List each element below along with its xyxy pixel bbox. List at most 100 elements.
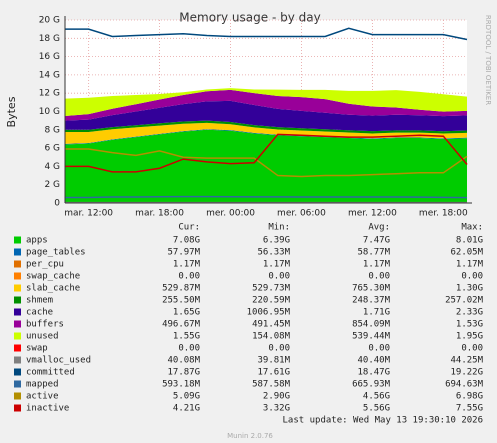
legend-stat: 0.00 [178, 344, 200, 354]
legend-stat: 7.55G [456, 404, 483, 414]
legend-stat: 0.00 [178, 272, 200, 282]
y-tick-label: 2 G [44, 180, 60, 190]
legend-swatch [14, 308, 21, 316]
legend-stat: 765.30M [352, 284, 391, 294]
legend-stat: 7.47G [363, 236, 390, 246]
legend-stat: 1.65G [173, 308, 200, 318]
legend-swatch [14, 356, 21, 364]
y-tick-label: 4 G [44, 162, 60, 172]
legend-swatch [14, 392, 21, 400]
legend-label: apps [26, 236, 48, 246]
legend-stat: 5.56G [363, 404, 390, 414]
legend-stat: 62.05M [450, 248, 483, 258]
legend-stat: 248.37M [352, 296, 391, 306]
legend-swatch [14, 260, 21, 268]
y-tick-label: 10 G [39, 107, 60, 117]
legend-stat: 56.33M [257, 248, 290, 258]
line [65, 148, 468, 178]
x-tick-label: mer. 06:00 [277, 209, 326, 219]
y-tick-label: 16 G [39, 52, 60, 62]
legend-stat: 17.87G [167, 368, 200, 378]
legend-stat: 529.87M [162, 284, 201, 294]
legend-stat: 40.40M [357, 356, 390, 366]
line [65, 27, 468, 41]
legend-stat: 5.09G [173, 392, 200, 402]
legend-stat: 18.47G [357, 368, 390, 378]
legend-swatch [14, 380, 21, 388]
legend-stat: 44.25M [450, 356, 483, 366]
legend-stat: 1.53G [456, 320, 483, 330]
area [65, 100, 467, 132]
legend-stat: 255.50M [162, 296, 201, 306]
y-tick-label: 18 G [39, 34, 60, 44]
version: Munin 2.0.76 [227, 432, 273, 440]
legend-header: Max: [461, 223, 483, 233]
legend-stat: 58.77M [357, 248, 390, 258]
legend-stat: 0.00 [268, 272, 290, 282]
line [65, 195, 468, 199]
legend-stat: 593.18M [162, 380, 201, 390]
y-tick-label: 8 G [44, 125, 60, 135]
legend-label: mapped [26, 380, 59, 390]
y-tick-label: 14 G [39, 70, 60, 80]
legend-stat: 57.97M [167, 248, 200, 258]
legend-stat: 1006.95M [247, 308, 291, 318]
footer: Last update: Wed May 13 19:30:10 2026 [283, 416, 483, 426]
x-tick-label: mar. 12:00 [64, 209, 113, 219]
x-tick-label: mar. 18:00 [135, 209, 184, 219]
legend-stat: 154.08M [252, 332, 291, 342]
legend-label: buffers [26, 320, 64, 330]
legend-stat: 491.45M [252, 320, 291, 330]
legend-label: page_tables [26, 248, 86, 258]
y-tick-label: 0 [54, 199, 60, 209]
legend-stat: 854.09M [352, 320, 391, 330]
legend-swatch [14, 284, 21, 292]
side-note: RRDTOOL / TOBI OETIKER [484, 15, 492, 105]
legend-stat: 1.17M [263, 260, 291, 270]
legend-stat: 17.61G [257, 368, 290, 378]
area [65, 120, 467, 134]
legend-stat: 257.02M [445, 296, 484, 306]
legend-label: cache [26, 308, 53, 318]
y-axis-label: Bytes [5, 96, 18, 127]
legend-label: per_cpu [26, 260, 64, 270]
x-tick-label: mer. 18:00 [419, 209, 468, 219]
legend-stat: 220.59M [252, 296, 291, 306]
legend-label: swap [26, 344, 48, 354]
legend-stat: 0.00 [461, 272, 483, 282]
legend-swatch [14, 272, 21, 280]
legend-stat: 3.32G [263, 404, 290, 414]
legend-swatch [14, 368, 21, 376]
legend-stat: 1.95G [456, 332, 483, 342]
chart-title: Memory usage - by day [179, 11, 320, 25]
x-tick-label: mer. 00:00 [206, 209, 255, 219]
area [65, 122, 467, 144]
legend-stat: 1.71G [363, 308, 390, 318]
legend-header: Min: [268, 223, 290, 233]
legend-stat: 4.56G [363, 392, 390, 402]
legend-stat: 2.90G [263, 392, 290, 402]
legend-stat: 1.55G [173, 332, 200, 342]
y-tick-label: 12 G [39, 89, 60, 99]
legend-stat: 694.63M [445, 380, 484, 390]
legend-label: shmem [26, 296, 53, 306]
legend-stat: 1.17M [173, 260, 201, 270]
legend-swatch [14, 236, 21, 244]
legend-stat: 539.44M [352, 332, 391, 342]
legend-label: committed [26, 368, 75, 378]
legend-label: inactive [26, 404, 69, 414]
legend-stat: 496.67M [162, 320, 201, 330]
legend-stat: 4.21G [173, 404, 200, 414]
legend-stat: 0.00 [461, 344, 483, 354]
legend-swatch [14, 296, 21, 304]
legend-stat: 19.22G [450, 368, 483, 378]
legend-label: active [26, 392, 59, 402]
legend-swatch [14, 320, 21, 328]
legend-label: vmalloc_used [26, 356, 91, 366]
legend-stat: 6.98G [456, 392, 483, 402]
legend-stat: 39.81M [257, 356, 290, 366]
legend-header: Cur: [178, 223, 200, 233]
x-tick-label: mer. 12:00 [348, 209, 397, 219]
legend-stat: 1.30G [456, 284, 483, 294]
